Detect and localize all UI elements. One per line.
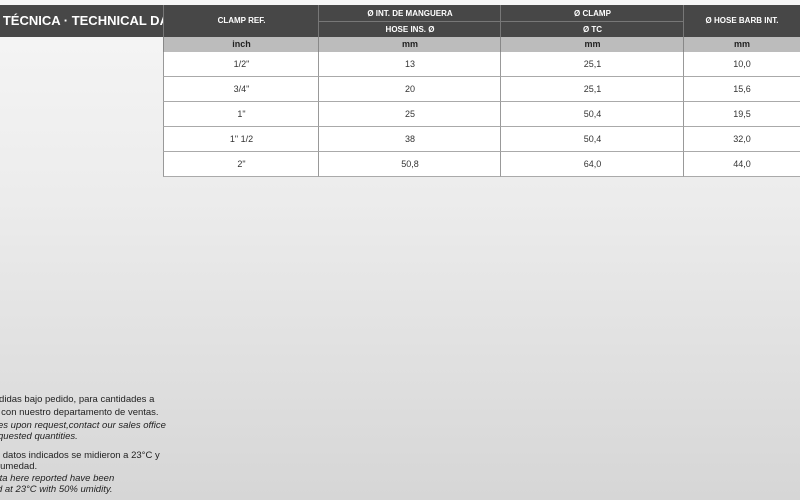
table-cell: 25,1 xyxy=(500,52,684,77)
table-cell: 50,4 xyxy=(500,127,684,152)
table-cell: 20 xyxy=(318,77,501,102)
table-cell: 13 xyxy=(318,52,501,77)
note-es-2b: 50% de humedad. xyxy=(0,461,38,472)
table-cell: 2" xyxy=(163,152,319,177)
unit-cell: mm xyxy=(318,37,501,52)
note-en-1: Other sizes upon request,contact our sal… xyxy=(0,420,166,431)
table-cell: 25,1 xyxy=(500,77,684,102)
table-cell: 50,8 xyxy=(318,152,501,177)
note-en-2b: measured at 23°C with 50% umidity. xyxy=(0,484,113,495)
header-hose-ins: HOSE INS. Ø xyxy=(318,22,501,37)
table-cell: 25 xyxy=(318,102,501,127)
note-es-1: Otras medidas bajo pedido, para cantidad… xyxy=(0,394,155,405)
note-es-1b: consultar con nuestro departamento de ve… xyxy=(0,407,159,418)
section-title: FICHA TÉCNICA · TECHNICAL DATA xyxy=(0,5,163,37)
table-cell: 64,0 xyxy=(500,152,684,177)
header-hose-barb: Ø HOSE BARB INT. xyxy=(683,5,800,37)
header-int-manguera: Ø INT. DE MANGUERA xyxy=(318,5,501,22)
unit-cell: inch xyxy=(163,37,319,52)
header-clamp: Ø CLAMP xyxy=(500,5,684,22)
table-cell: 19,5 xyxy=(683,102,800,127)
table-cell: 50,4 xyxy=(500,102,684,127)
table-cell: 1/2" xyxy=(163,52,319,77)
unit-cell: mm xyxy=(500,37,684,52)
table-cell: 1" xyxy=(163,102,319,127)
table-cell: 1" 1/2 xyxy=(163,127,319,152)
table-cell: 38 xyxy=(318,127,501,152)
note-en-1b: for the requested quantities. xyxy=(0,431,78,442)
table-cell: 32,0 xyxy=(683,127,800,152)
note-es-2: Todos los datos indicados se midieron a … xyxy=(0,450,160,461)
header-tc: Ø TC xyxy=(500,22,684,37)
table-cell: 44,0 xyxy=(683,152,800,177)
table-cell: 10,0 xyxy=(683,52,800,77)
note-en-2: All the data here reported have been xyxy=(0,473,115,484)
unit-cell: mm xyxy=(683,37,800,52)
header-clamp-ref: CLAMP REF. xyxy=(163,5,319,37)
table-cell: 15,6 xyxy=(683,77,800,102)
table-cell: 3/4" xyxy=(163,77,319,102)
